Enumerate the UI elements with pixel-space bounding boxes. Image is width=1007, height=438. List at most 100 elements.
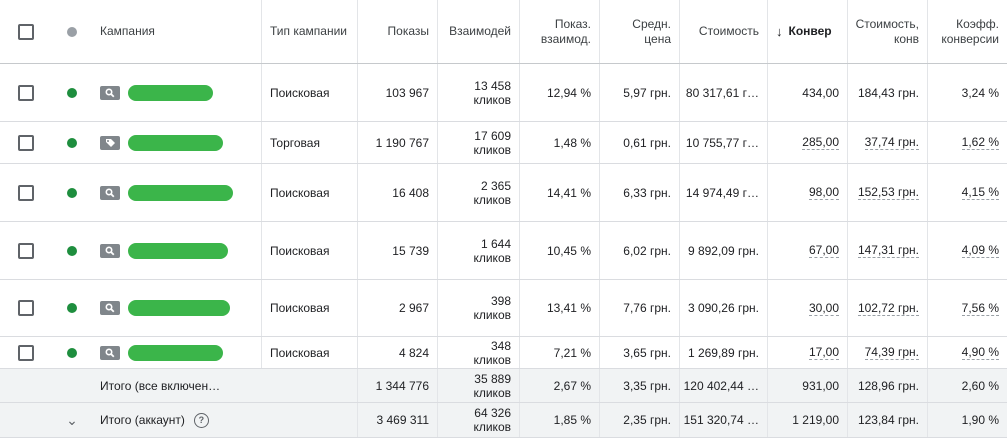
- interactions-unit: кликов: [473, 420, 511, 434]
- campaign-name-cell: [92, 280, 262, 336]
- conversions-value: 17,00: [808, 345, 839, 360]
- status-filter-dot[interactable]: [67, 26, 77, 37]
- totals-label-cell: Итого (все включен…: [92, 369, 262, 402]
- column-label: Коэфф. конверсии: [941, 16, 999, 46]
- row-checkbox[interactable]: [18, 184, 34, 201]
- table-row[interactable]: Поисковая 16 408 2 365 кликов 14,41 % 6,33 гр…: [0, 164, 1007, 222]
- conversions-value: 30,00: [808, 300, 839, 316]
- interactions-unit: кликов: [473, 352, 511, 367]
- totals-cr: 1,90 %: [961, 413, 999, 427]
- row-select-cell: [0, 164, 52, 221]
- totals-spacer: [0, 369, 52, 402]
- status-enabled-dot[interactable]: [67, 347, 77, 358]
- totals-cost-cell: 120 402,44 …: [680, 369, 768, 402]
- interaction-rate-value: 7,21 %: [553, 345, 591, 360]
- table-row[interactable]: Поисковая 103 967 13 458 кликов 12,94 % 5,97 …: [0, 64, 1007, 122]
- totals-avg: 3,35 грн.: [623, 378, 671, 393]
- column-header-cost[interactable]: Стоимость: [680, 0, 768, 63]
- cost-per-conv-cell: 102,72 грн.: [848, 280, 928, 336]
- table-row[interactable]: Поисковая 2 967 398 кликов 13,41 % 7,76 грн. 3…: [0, 280, 1007, 337]
- campaign-name-redacted[interactable]: [128, 184, 233, 201]
- avg-cost-value: 6,02 грн.: [623, 243, 671, 258]
- totals-conv: 931,00: [802, 378, 839, 393]
- select-all-cell: [0, 0, 52, 63]
- row-checkbox[interactable]: [18, 300, 34, 316]
- avg-cost-cell: 3,65 грн.: [600, 337, 680, 368]
- table-row[interactable]: Торговая 1 190 767 17 609 кликов 1,48 % 0,61 …: [0, 122, 1007, 164]
- column-header-conv-rate[interactable]: Коэфф. конверсии: [928, 0, 1007, 63]
- totals-cpc-cell: 123,84 грн.: [848, 403, 928, 437]
- help-icon[interactable]: ?: [193, 412, 209, 428]
- column-header-conversions[interactable]: ↓ Конвер: [768, 0, 848, 63]
- status-enabled-dot[interactable]: [67, 303, 77, 313]
- campaign-name-redacted[interactable]: [128, 134, 223, 151]
- interactions-value: 2 365 кликов: [473, 179, 511, 207]
- interactions-unit: кликов: [473, 192, 511, 207]
- conversions-cell: 67,00: [768, 222, 848, 279]
- interactions-count: 1 644: [480, 236, 511, 251]
- impressions-value: 16 408: [392, 185, 429, 200]
- conv-rate-cell: 4,09 %: [928, 222, 1007, 279]
- interactions-unit: кликов: [473, 250, 511, 265]
- campaign-type: Поисковая: [270, 243, 330, 258]
- impressions-value: 4 824: [398, 345, 429, 360]
- interactions-count: 13 458: [474, 78, 511, 93]
- conv-rate-value: 4,90 %: [961, 345, 999, 360]
- select-all-checkbox[interactable]: [18, 23, 34, 40]
- impressions-cell: 1 190 767: [358, 122, 438, 163]
- column-label: Конвер: [788, 24, 832, 38]
- impressions-value: 2 967: [398, 301, 429, 315]
- avg-cost-value: 7,76 грн.: [623, 301, 671, 315]
- interaction-rate-cell: 10,45 %: [520, 222, 600, 279]
- status-enabled-dot[interactable]: [67, 245, 77, 256]
- campaign-name-redacted[interactable]: [128, 344, 223, 361]
- totals-spacer: [0, 403, 52, 437]
- row-checkbox[interactable]: [18, 344, 34, 361]
- totals-avg-cell: 3,35 грн.: [600, 369, 680, 402]
- interaction-rate-cell: 13,41 %: [520, 280, 600, 336]
- campaign-type-cell: Поисковая: [262, 280, 358, 336]
- campaign-name-redacted[interactable]: [128, 84, 213, 101]
- status-enabled-dot[interactable]: [67, 137, 77, 148]
- campaign-name-redacted[interactable]: [128, 300, 230, 316]
- expand-chevron-icon[interactable]: ⌄: [66, 411, 78, 428]
- totals-expand-cell: [52, 369, 92, 402]
- campaign-name-redacted[interactable]: [128, 242, 228, 259]
- interactions-cell: 398 кликов: [438, 280, 520, 336]
- avg-cost-cell: 0,61 грн.: [600, 122, 680, 163]
- interactions-value: 348 кликов: [473, 339, 511, 367]
- interactions-cell: 17 609 кликов: [438, 122, 520, 163]
- row-checkbox[interactable]: [18, 134, 34, 151]
- column-label: Тип кампании: [270, 24, 347, 38]
- conversions-cell: 434,00: [768, 64, 848, 121]
- column-header-cost-per-conv[interactable]: Стоимость, конв: [848, 0, 928, 63]
- row-checkbox[interactable]: [18, 84, 34, 101]
- search-icon: [100, 243, 120, 258]
- campaign-type: Поисковая: [270, 345, 330, 360]
- conv-rate-value: 7,56 %: [961, 300, 999, 316]
- campaign-name-cell: [92, 337, 262, 368]
- totals-cr-cell: 2,60 %: [928, 369, 1007, 402]
- conversions-cell: 285,00: [768, 122, 848, 163]
- column-header-avg-cost[interactable]: Средн. цена: [600, 0, 680, 63]
- totals-cpc-cell: 128,96 грн.: [848, 369, 928, 402]
- status-enabled-dot[interactable]: [67, 87, 77, 98]
- conv-rate-value: 4,15 %: [961, 185, 999, 200]
- cost-per-conv-cell: 184,43 грн.: [848, 64, 928, 121]
- table-row[interactable]: Поисковая 15 739 1 644 кликов 10,45 % 6,02 гр…: [0, 222, 1007, 280]
- status-header: [52, 0, 92, 63]
- totals-label: Итого (все включен…: [100, 378, 221, 393]
- column-header-type[interactable]: Тип кампании: [262, 0, 358, 63]
- column-header-impressions[interactable]: Показы: [358, 0, 438, 63]
- table-row[interactable]: Поисковая 4 824 348 кликов 7,21 % 3,65 грн. 1 …: [0, 337, 1007, 369]
- campaign-type-cell: Торговая: [262, 122, 358, 163]
- column-header-interaction-rate[interactable]: Показ. взаимод.: [520, 0, 600, 63]
- conv-rate-cell: 1,62 %: [928, 122, 1007, 163]
- cost-value: 1 269,89 грн.: [687, 345, 759, 360]
- totals-avg: 2,35 грн.: [623, 413, 671, 427]
- column-header-campaign[interactable]: Кампания: [92, 0, 262, 63]
- row-checkbox[interactable]: [18, 242, 34, 259]
- column-header-interactions[interactable]: Взаимодей: [438, 0, 520, 63]
- cost-value: 10 755,77 г…: [685, 135, 759, 150]
- status-enabled-dot[interactable]: [67, 187, 77, 198]
